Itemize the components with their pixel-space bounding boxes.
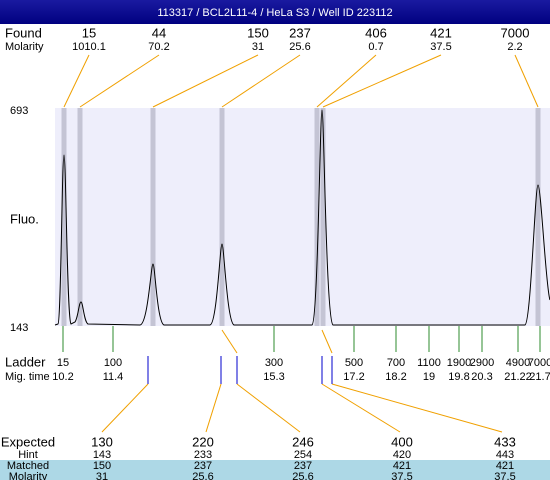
title: 113317 / BCL2L11-4 / HeLa S3 / Well ID 2… (157, 7, 392, 19)
cell: 433 (494, 434, 516, 449)
expected-ticks (147, 356, 333, 384)
ladder-size: 1100 (417, 357, 441, 369)
ladder-label: Ladder (5, 354, 46, 369)
peak-band (320, 108, 326, 326)
trace (54, 109, 550, 326)
ladder-size: 700 (387, 357, 405, 369)
peak-connector (63, 54, 90, 108)
ladder-time: 19.8 (448, 371, 469, 383)
found-molarity: 37.5 (430, 41, 451, 53)
cell: 37.5 (391, 471, 412, 480)
cell: 254 (294, 449, 312, 461)
cell: 443 (496, 449, 514, 461)
ladder-time: 11.4 (103, 371, 124, 383)
axis-label: Fluo. (10, 211, 39, 226)
peak-band (61, 108, 67, 326)
ladder-time: 19 (423, 371, 435, 383)
found-size: 421 (430, 25, 452, 40)
ladder-time: 15.3 (263, 371, 284, 383)
peak-band (77, 108, 83, 326)
cell: 246 (292, 434, 314, 449)
cell: 233 (194, 449, 212, 461)
row-label: Expected (1, 434, 55, 449)
cell: 400 (391, 434, 413, 449)
cell: 220 (192, 434, 214, 449)
ladder-size: 300 (265, 357, 283, 369)
cell: 237 (294, 460, 312, 472)
found-molarity: 25.6 (289, 41, 310, 53)
plot-area (55, 108, 550, 326)
ladder-size: 500 (345, 357, 363, 369)
ladder-time: 18.2 (385, 371, 406, 383)
cell: 237 (194, 460, 212, 472)
cell: 37.5 (494, 471, 515, 480)
ladder-size: 2900 (470, 357, 494, 369)
ladder-size: 7000 (528, 357, 550, 369)
axis-bottom: 143 (10, 322, 28, 334)
ladder-time: 20.3 (471, 371, 492, 383)
cell: 421 (496, 460, 514, 472)
cell: 143 (93, 449, 111, 461)
molarity-label: Molarity (5, 41, 44, 53)
ladder-size: 15 (57, 357, 69, 369)
cell: 25.6 (292, 471, 313, 480)
cell: 25.6 (192, 471, 213, 480)
found-size: 406 (365, 25, 387, 40)
axis-top: 693 (10, 105, 28, 117)
peak-connector (221, 54, 301, 108)
found-size: 44 (152, 25, 166, 40)
ladder-time: 21.7 (529, 371, 550, 383)
peak-band (219, 108, 225, 326)
ladder-size: 1900 (447, 357, 471, 369)
ladder-time: 10.2 (52, 371, 73, 383)
ladder-size: 100 (104, 357, 122, 369)
found-molarity: 31 (252, 41, 264, 53)
peak-connector (316, 54, 377, 108)
cell: 150 (93, 460, 111, 472)
found-size: 7000 (501, 25, 530, 40)
peak-connector (152, 54, 259, 108)
cell: 420 (393, 449, 411, 461)
peak-connector (322, 54, 442, 108)
peak-connector (514, 54, 539, 108)
peak-band (314, 108, 320, 326)
peak-band (150, 108, 156, 326)
found-label: Found (5, 25, 42, 40)
found-molarity: 2.2 (507, 41, 522, 53)
found-size: 150 (247, 25, 269, 40)
ladder-time: 21.22 (504, 371, 532, 383)
connectors (101, 329, 503, 433)
found-size: 15 (82, 25, 96, 40)
found-molarity: 0.7 (368, 41, 383, 53)
peak-connector (79, 54, 160, 108)
matched-band (0, 460, 550, 480)
title-bar (0, 0, 550, 24)
cell: 31 (96, 471, 108, 480)
ladder-time: 17.2 (343, 371, 364, 383)
row-label: Molarity (9, 471, 48, 480)
found-molarity: 70.2 (148, 41, 169, 53)
row-label: Matched (7, 460, 49, 472)
peak-band (535, 108, 541, 326)
found-size: 237 (289, 25, 311, 40)
cell: 130 (91, 434, 113, 449)
row-label: Hint (18, 449, 38, 461)
time-label: Mig. time (5, 371, 50, 383)
ladder-size: 4900 (506, 357, 530, 369)
found-molarity: 1010.1 (72, 41, 106, 53)
cell: 421 (393, 460, 411, 472)
